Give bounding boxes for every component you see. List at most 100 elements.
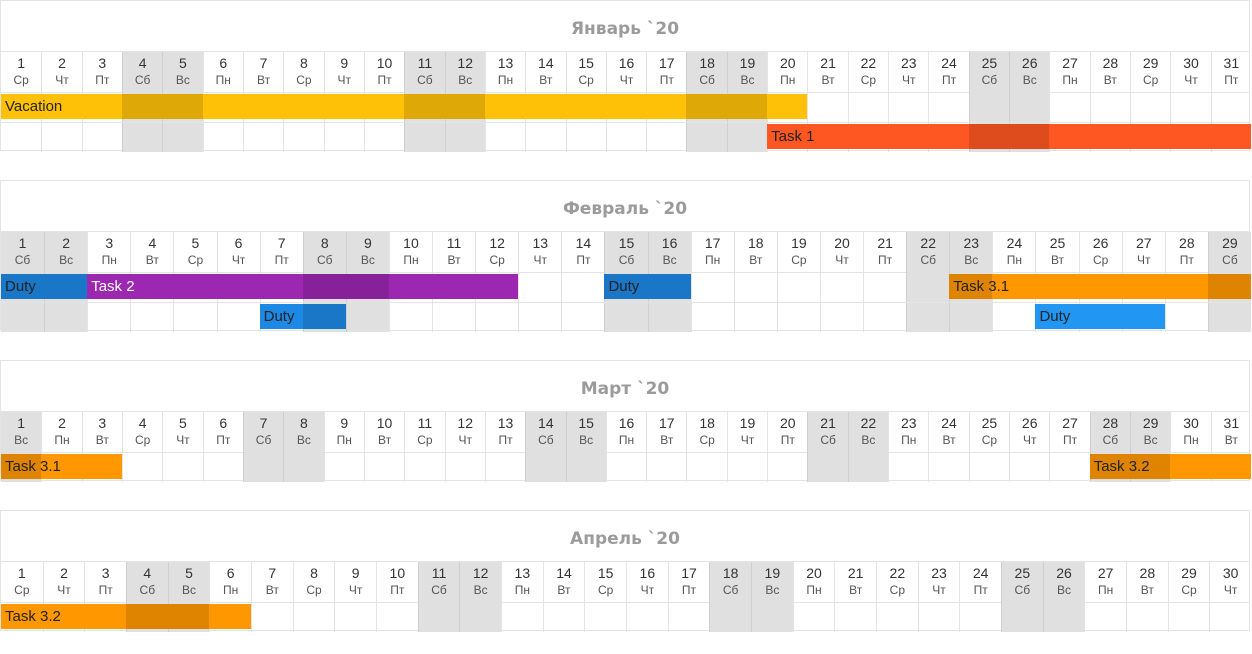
day-header-cell[interactable]: 22 Ср [847, 52, 888, 92]
day-header-cell[interactable]: 28 Вт [1126, 562, 1168, 602]
day-header-cell[interactable]: 9 Чт [323, 52, 364, 92]
day-header-cell[interactable]: 25 Ср [968, 412, 1009, 452]
day-header-cell[interactable]: 3 Вт [81, 412, 122, 452]
day-column[interactable] [202, 452, 243, 482]
day-header-cell[interactable]: 11 Сб [404, 52, 445, 92]
day-column[interactable] [888, 452, 928, 482]
day-header-cell[interactable]: 26 Ср [1078, 232, 1122, 272]
day-column[interactable] [334, 602, 376, 632]
day-header-cell[interactable]: 14 Вт [542, 562, 585, 602]
day-header-cell[interactable]: 9 Пн [323, 412, 364, 452]
day-column[interactable] [292, 602, 335, 632]
day-header-cell[interactable]: 20 Пн [767, 52, 807, 92]
day-header-cell[interactable]: 28 Пт [1164, 232, 1208, 272]
day-header-cell[interactable]: 18 Вт [733, 232, 777, 272]
day-header-cell[interactable]: 1 Ср [1, 52, 41, 92]
day-column[interactable] [121, 452, 162, 482]
day-header-cell[interactable]: 12 Вс [444, 52, 485, 92]
day-column[interactable] [542, 602, 585, 632]
day-header-cell[interactable]: 15 Сб [604, 232, 648, 272]
day-header-cell[interactable]: 17 Пт [667, 562, 710, 602]
day-header-cell[interactable]: 31 Вт [1210, 412, 1251, 452]
day-header-cell[interactable]: 1 Сб [1, 232, 45, 272]
day-header-cell[interactable]: 30 Чт [1209, 562, 1251, 602]
day-column[interactable] [1042, 602, 1085, 632]
day-column[interactable] [376, 602, 418, 632]
day-column[interactable] [1049, 452, 1089, 482]
day-column[interactable] [876, 602, 918, 632]
day-header-cell[interactable]: 20 Чт [819, 232, 863, 272]
day-header-cell[interactable]: 25 Вт [1035, 232, 1078, 272]
day-header-cell[interactable]: 3 Пт [84, 562, 126, 602]
day-header-cell[interactable]: 24 Пт [928, 52, 968, 92]
day-header-cell[interactable]: 22 Вс [847, 412, 889, 452]
day-column[interactable] [646, 452, 686, 482]
day-header-cell[interactable]: 10 Пт [376, 562, 418, 602]
day-header-cell[interactable]: 10 Пт [363, 52, 404, 92]
day-header-cell[interactable]: 18 Ср [686, 412, 726, 452]
day-header-cell[interactable]: 16 Вс [647, 232, 691, 272]
day-header-cell[interactable]: 21 Вт [834, 562, 876, 602]
day-header-cell[interactable]: 17 Пт [646, 52, 686, 92]
event-bar[interactable]: Vacation [1, 94, 808, 119]
day-header-cell[interactable]: 5 Вс [167, 562, 210, 602]
day-column[interactable] [767, 452, 807, 482]
event-bar[interactable]: Task 3.1 [949, 274, 1251, 299]
day-header-cell[interactable]: 15 Вс [565, 412, 606, 452]
day-header-cell[interactable]: 16 Чт [605, 52, 646, 92]
day-header-cell[interactable]: 1 Ср [1, 562, 43, 602]
day-header-cell[interactable]: 28 Вт [1089, 52, 1130, 92]
day-header-cell[interactable]: 9 Чт [334, 562, 376, 602]
day-column[interactable] [807, 452, 848, 482]
event-bar[interactable]: Task 2 [87, 274, 519, 299]
event-bar[interactable]: Task 3.2 [1, 604, 251, 629]
day-header-cell[interactable]: 4 Ср [121, 412, 162, 452]
day-header-cell[interactable]: 20 Пн [792, 562, 835, 602]
day-column[interactable] [459, 602, 501, 632]
day-header-cell[interactable]: 18 Сб [686, 52, 727, 92]
day-header-cell[interactable]: 19 Вс [751, 562, 793, 602]
day-header-cell[interactable]: 18 Сб [709, 562, 751, 602]
day-column[interactable] [251, 602, 293, 632]
day-header-cell[interactable]: 13 Пт [484, 412, 525, 452]
day-column[interactable] [709, 602, 751, 632]
day-header-cell[interactable]: 25 Сб [1001, 562, 1043, 602]
day-header-cell[interactable]: 19 Вс [726, 52, 768, 92]
day-column[interactable] [1209, 602, 1251, 632]
day-header-cell[interactable]: 25 Сб [968, 52, 1010, 92]
day-header-cell[interactable]: 8 Вс [283, 412, 324, 452]
event-bar[interactable]: Task 3.1 [1, 454, 122, 479]
day-header-cell[interactable]: 26 Чт [1009, 412, 1049, 452]
day-column[interactable] [565, 452, 606, 482]
day-column[interactable] [726, 452, 767, 482]
day-column[interactable] [1084, 602, 1126, 632]
day-column[interactable] [847, 452, 889, 482]
day-column[interactable] [928, 452, 968, 482]
event-bar[interactable]: Duty [1, 274, 88, 299]
day-header-cell[interactable]: 28 Сб [1089, 412, 1131, 452]
day-header-cell[interactable]: 13 Чт [518, 232, 561, 272]
day-header-cell[interactable]: 2 Вс [44, 232, 88, 272]
day-header-cell[interactable]: 19 Чт [726, 412, 767, 452]
day-header-cell[interactable]: 12 Ср [475, 232, 518, 272]
day-header-cell[interactable]: 30 Пн [1170, 412, 1210, 452]
day-column[interactable] [834, 602, 876, 632]
day-header-cell[interactable]: 23 Вс [949, 232, 993, 272]
day-column[interactable] [242, 452, 284, 482]
day-column[interactable] [1009, 452, 1049, 482]
day-header-cell[interactable]: 23 Чт [917, 562, 960, 602]
day-column[interactable] [626, 602, 668, 632]
day-column[interactable] [484, 452, 525, 482]
event-bar[interactable]: Duty [604, 274, 691, 299]
day-column[interactable] [525, 452, 566, 482]
day-column[interactable] [1167, 602, 1210, 632]
day-header-cell[interactable]: 20 Пт [767, 412, 807, 452]
day-header-cell[interactable]: 8 Ср [283, 52, 323, 92]
day-header-cell[interactable]: 15 Ср [584, 562, 626, 602]
day-header-cell[interactable]: 3 Пн [87, 232, 130, 272]
day-column[interactable] [417, 602, 460, 632]
day-header-cell[interactable]: 24 Пт [959, 562, 1001, 602]
day-header-cell[interactable]: 26 Вс [1009, 52, 1050, 92]
day-header-cell[interactable]: 12 Вс [459, 562, 501, 602]
day-header-cell[interactable]: 14 Пт [561, 232, 604, 272]
